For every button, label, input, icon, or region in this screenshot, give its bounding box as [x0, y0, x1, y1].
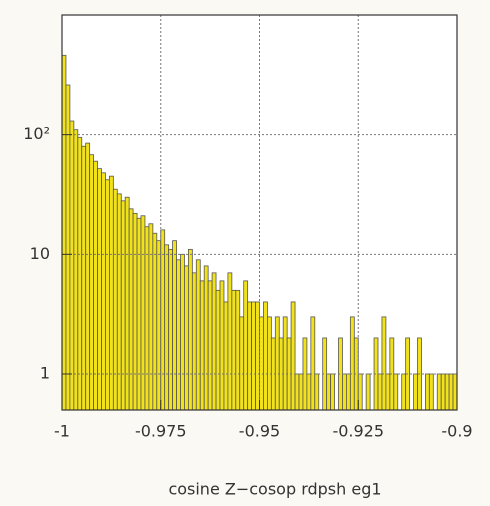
x-tick-label: -0.925 — [332, 422, 384, 441]
histogram-bar — [235, 289, 241, 411]
histogram-bar — [148, 223, 154, 411]
histogram-bar — [381, 316, 387, 411]
histogram-bar — [112, 188, 118, 411]
histogram-bar — [306, 373, 312, 411]
histogram-bar — [176, 259, 181, 411]
histogram-bar — [263, 301, 268, 411]
histogram-bar — [180, 253, 185, 411]
histogram-bar — [274, 316, 280, 411]
x-axis-label: cosine Z−cosop rdpsh eg1 — [168, 480, 381, 499]
y-tick-label: 10² — [23, 124, 50, 143]
histogram-bar — [385, 373, 391, 411]
histogram-bar — [330, 373, 335, 411]
histogram-bar — [444, 373, 450, 411]
x-tick-label: -0.9 — [441, 422, 472, 441]
histogram-bar — [401, 373, 407, 411]
histogram-bar — [377, 373, 383, 411]
histogram-bar — [413, 373, 418, 411]
histogram-bar — [357, 373, 363, 411]
histogram-bar — [172, 240, 177, 411]
histogram-bar — [93, 160, 98, 411]
histogram-bar — [89, 154, 95, 411]
histogram-bar — [314, 373, 320, 411]
histogram-bar — [195, 259, 201, 411]
histogram-bar — [298, 373, 304, 411]
histogram-bar — [436, 373, 442, 411]
histogram-bar — [65, 84, 71, 411]
histogram-bar — [211, 272, 217, 411]
histogram-bar — [247, 301, 252, 411]
histogram-bar — [219, 280, 225, 411]
histogram-bar — [132, 212, 138, 411]
histogram-bar — [187, 248, 193, 411]
histogram-bar — [136, 217, 142, 411]
x-tick-label: -0.95 — [239, 422, 280, 441]
histogram-bar — [207, 280, 213, 411]
histogram-bar — [231, 289, 237, 411]
histogram-bar — [448, 373, 454, 411]
histogram-bar — [203, 265, 209, 411]
histogram-bar — [266, 316, 272, 411]
y-tick-label: 1 — [40, 363, 50, 382]
histogram-bar — [255, 301, 260, 411]
histogram-bar — [428, 373, 434, 411]
histogram-bar — [259, 316, 264, 411]
histogram-bar — [109, 175, 114, 411]
histogram-bar — [184, 265, 189, 411]
x-tick-label: -1 — [54, 422, 70, 441]
histogram-bar — [152, 232, 158, 411]
histogram-bar — [243, 280, 249, 411]
histogram-bar — [77, 136, 83, 411]
histogram-bar — [69, 120, 75, 411]
histogram-bar — [120, 200, 126, 411]
histogram-bar — [227, 272, 233, 411]
histogram-bar — [239, 316, 245, 411]
plot-frame — [61, 14, 458, 411]
histogram-bar — [164, 244, 170, 411]
histogram-bar — [81, 145, 87, 411]
histogram-bar — [251, 301, 256, 411]
histogram-bar — [365, 373, 371, 411]
histogram-bar — [124, 196, 130, 411]
histogram-bar — [282, 316, 288, 411]
histogram-bar — [326, 373, 331, 411]
histogram-bar — [73, 129, 79, 411]
histogram-bar — [290, 301, 296, 411]
histogram-bar — [440, 373, 446, 411]
histogram-bar — [128, 208, 134, 411]
histogram-bar — [156, 240, 162, 411]
histogram-bar — [393, 373, 399, 411]
histogram-bar — [345, 373, 351, 411]
histogram-bar — [105, 179, 110, 411]
histogram-bar — [342, 373, 347, 411]
histogram-bar — [424, 373, 430, 411]
histogram-bar — [140, 215, 146, 411]
histogram-bar — [310, 316, 316, 411]
x-tick-label: -0.975 — [135, 422, 187, 441]
histogram-bar — [223, 301, 229, 411]
histogram-bar — [215, 289, 221, 411]
histogram-bar — [85, 142, 91, 411]
histogram-bar — [294, 373, 300, 411]
histogram-bar — [191, 272, 197, 411]
histogram-bar — [349, 316, 355, 411]
histogram-bar — [116, 193, 122, 411]
histogram-bar — [160, 229, 166, 411]
histogram-bar — [199, 280, 205, 411]
y-tick-label: 10 — [30, 244, 50, 263]
histogram-bar — [168, 248, 173, 411]
